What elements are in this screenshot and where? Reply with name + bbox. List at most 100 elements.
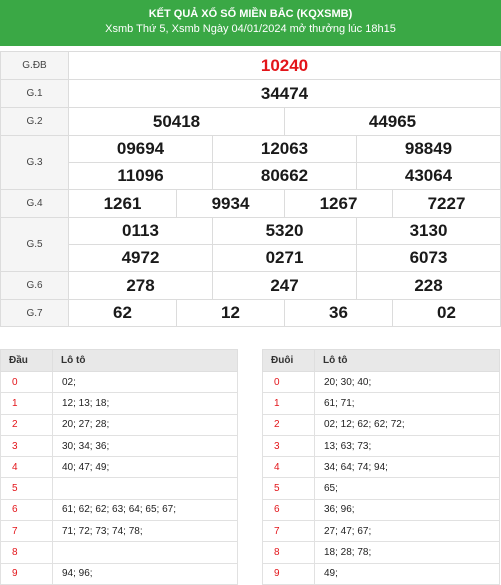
loto-key: 1 [0,392,53,415]
table-row: 6 36; 96; [262,498,500,522]
loto-key: 7 [0,520,53,543]
loto-key: 4 [262,456,315,479]
loto-values: 40; 47; 49; [52,456,238,479]
loto-values: 02; 12; 62; 62; 72; [314,413,500,436]
table-row: 4 40; 47; 49; [0,456,238,479]
loto-values: 36; 96; [314,498,500,522]
loto-key: 2 [262,413,315,436]
page-title: KẾT QUẢ XỔ SỐ MIỀN BẮC (KQXSMB) [148,8,353,20]
table-row: 5 [0,477,238,500]
prize-row-gdb: G.ĐB 10240 [0,51,501,80]
page-subtitle: Xsmb Thứ 5, Xsmb Ngày 04/01/2024 mở thưở… [105,23,396,35]
table-row: 0 20; 30; 40; [262,370,500,394]
prize-number: 80662 [212,162,357,190]
loto-key: 8 [262,541,315,564]
table-row: 5 65; [262,477,500,500]
prize-number: 10240 [68,51,501,80]
loto-values: 34; 64; 74; 94; [314,456,500,479]
loto-head-table: Đầu Lô tô 0 02; 1 12; 13; 18; 2 20; 27; 28;… [0,349,238,585]
loto-key: 7 [262,520,315,543]
table-row: 9 49; [262,562,500,585]
prize-number: 7227 [392,189,501,218]
table-row: 9 94; 96; [0,562,238,585]
prize-number: 247 [212,271,357,300]
table-row: 3 30; 34; 36; [0,434,238,458]
prize-label: G.5 [0,217,69,272]
prize-number: 11096 [68,162,213,190]
loto-tail-col-values: Lô tô [314,349,500,372]
prize-row-g2: G.2 50418 44965 [0,107,501,136]
prize-label: G.ĐB [0,51,69,80]
prize-row-g3b: 11096 80662 43064 [1,162,501,190]
loto-key: 5 [262,477,315,500]
loto-values: 12; 13; 18; [52,392,238,415]
loto-values [52,541,238,564]
loto-key: 3 [262,434,315,458]
table-row: 1 61; 71; [262,392,500,415]
loto-values: 49; [314,562,500,585]
prize-row-g5: G.5 0113 5320 3130 [0,217,501,272]
prize-label: G.7 [0,299,69,327]
prize-number: 228 [356,271,501,300]
loto-key: 8 [0,541,53,564]
prize-row-g6: G.6 278 247 228 [0,271,501,300]
prize-number: 0271 [212,244,357,272]
loto-values [52,477,238,500]
table-row: 2 02; 12; 62; 62; 72; [262,413,500,436]
prize-label: G.1 [0,79,69,108]
table-row: 2 20; 27; 28; [0,413,238,436]
prize-label: G.6 [0,271,69,300]
loto-values: 71; 72; 73; 74; 78; [52,520,238,543]
table-row: 8 [0,541,238,564]
prize-number: 1261 [68,189,177,218]
loto-key: 1 [262,392,315,415]
loto-key: 0 [0,370,53,394]
prize-number: 9934 [176,189,285,218]
prize-number: 43064 [356,162,501,190]
loto-values: 61; 62; 62; 63; 64; 65; 67; [52,498,238,522]
loto-key: 0 [262,370,315,394]
table-row: 7 71; 72; 73; 74; 78; [0,520,238,543]
table-row: 6 61; 62; 62; 63; 64; 65; 67; [0,498,238,522]
prize-number: 1267 [284,189,393,218]
prize-number: 12 [176,299,285,327]
loto-values: 02; [52,370,238,394]
loto-values: 94; 96; [52,562,238,585]
loto-values: 65; [314,477,500,500]
loto-values: 18; 28; 78; [314,541,500,564]
loto-key: 3 [0,434,53,458]
loto-key: 2 [0,413,53,436]
prize-row-g7: G.7 62 12 36 02 [0,299,501,327]
loto-key: 5 [0,477,53,500]
prize-number: 44965 [284,107,501,136]
loto-key: 6 [262,498,315,522]
loto-key: 4 [0,456,53,479]
table-row: 4 34; 64; 74; 94; [262,456,500,479]
loto-tail-col-key: Đuôi [262,349,315,372]
results-header: KẾT QUẢ XỔ SỐ MIỀN BẮC (KQXSMB) Xsmb Thứ… [0,0,501,46]
prize-number: 3130 [356,217,501,245]
prize-number: 02 [392,299,501,327]
table-row: 1 12; 13; 18; [0,392,238,415]
loto-key: 9 [0,562,53,585]
loto-key: 9 [262,562,315,585]
prize-number: 278 [68,271,213,300]
prize-number: 4972 [68,244,213,272]
prize-number: 09694 [68,135,213,163]
prize-row-g4: G.4 1261 9934 1267 7227 [0,189,501,218]
prize-number: 0113 [68,217,213,245]
prize-number: 98849 [356,135,501,163]
loto-key: 6 [0,498,53,522]
loto-values: 30; 34; 36; [52,434,238,458]
prize-number: 50418 [68,107,285,136]
prize-row-g1: G.1 34474 [0,79,501,108]
table-row: 7 27; 47; 67; [262,520,500,543]
prize-number: 62 [68,299,177,327]
prize-label: G.3 [0,135,69,190]
table-row: 0 02; [0,370,238,394]
prize-number: 34474 [68,79,501,108]
loto-head-col-key: Đầu [0,349,53,372]
prize-row-g5b: 4972 0271 6073 [1,244,501,272]
loto-values: 20; 30; 40; [314,370,500,394]
loto-tail-table: Đuôi Lô tô 0 20; 30; 40; 1 61; 71; 2 02; 12… [262,349,500,585]
